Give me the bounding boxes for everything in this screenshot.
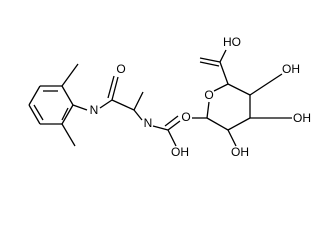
atom-label: O [181, 110, 190, 124]
atom-label: OH [293, 111, 311, 125]
atom-label: O [116, 62, 125, 76]
atom-label: O [204, 88, 213, 102]
bonds [28, 49, 292, 147]
atom-label: OH [282, 62, 300, 76]
atom-label: OH [231, 145, 249, 159]
structure-diagram: O N N OH O O HO OH OH OH [28, 35, 311, 159]
atom-label: N [90, 103, 99, 117]
atom-labels: O N N OH O O HO OH OH OH [90, 35, 311, 159]
atom-label: HO [223, 35, 241, 49]
atom-label: OH [171, 145, 189, 159]
atom-label: N [144, 116, 153, 130]
